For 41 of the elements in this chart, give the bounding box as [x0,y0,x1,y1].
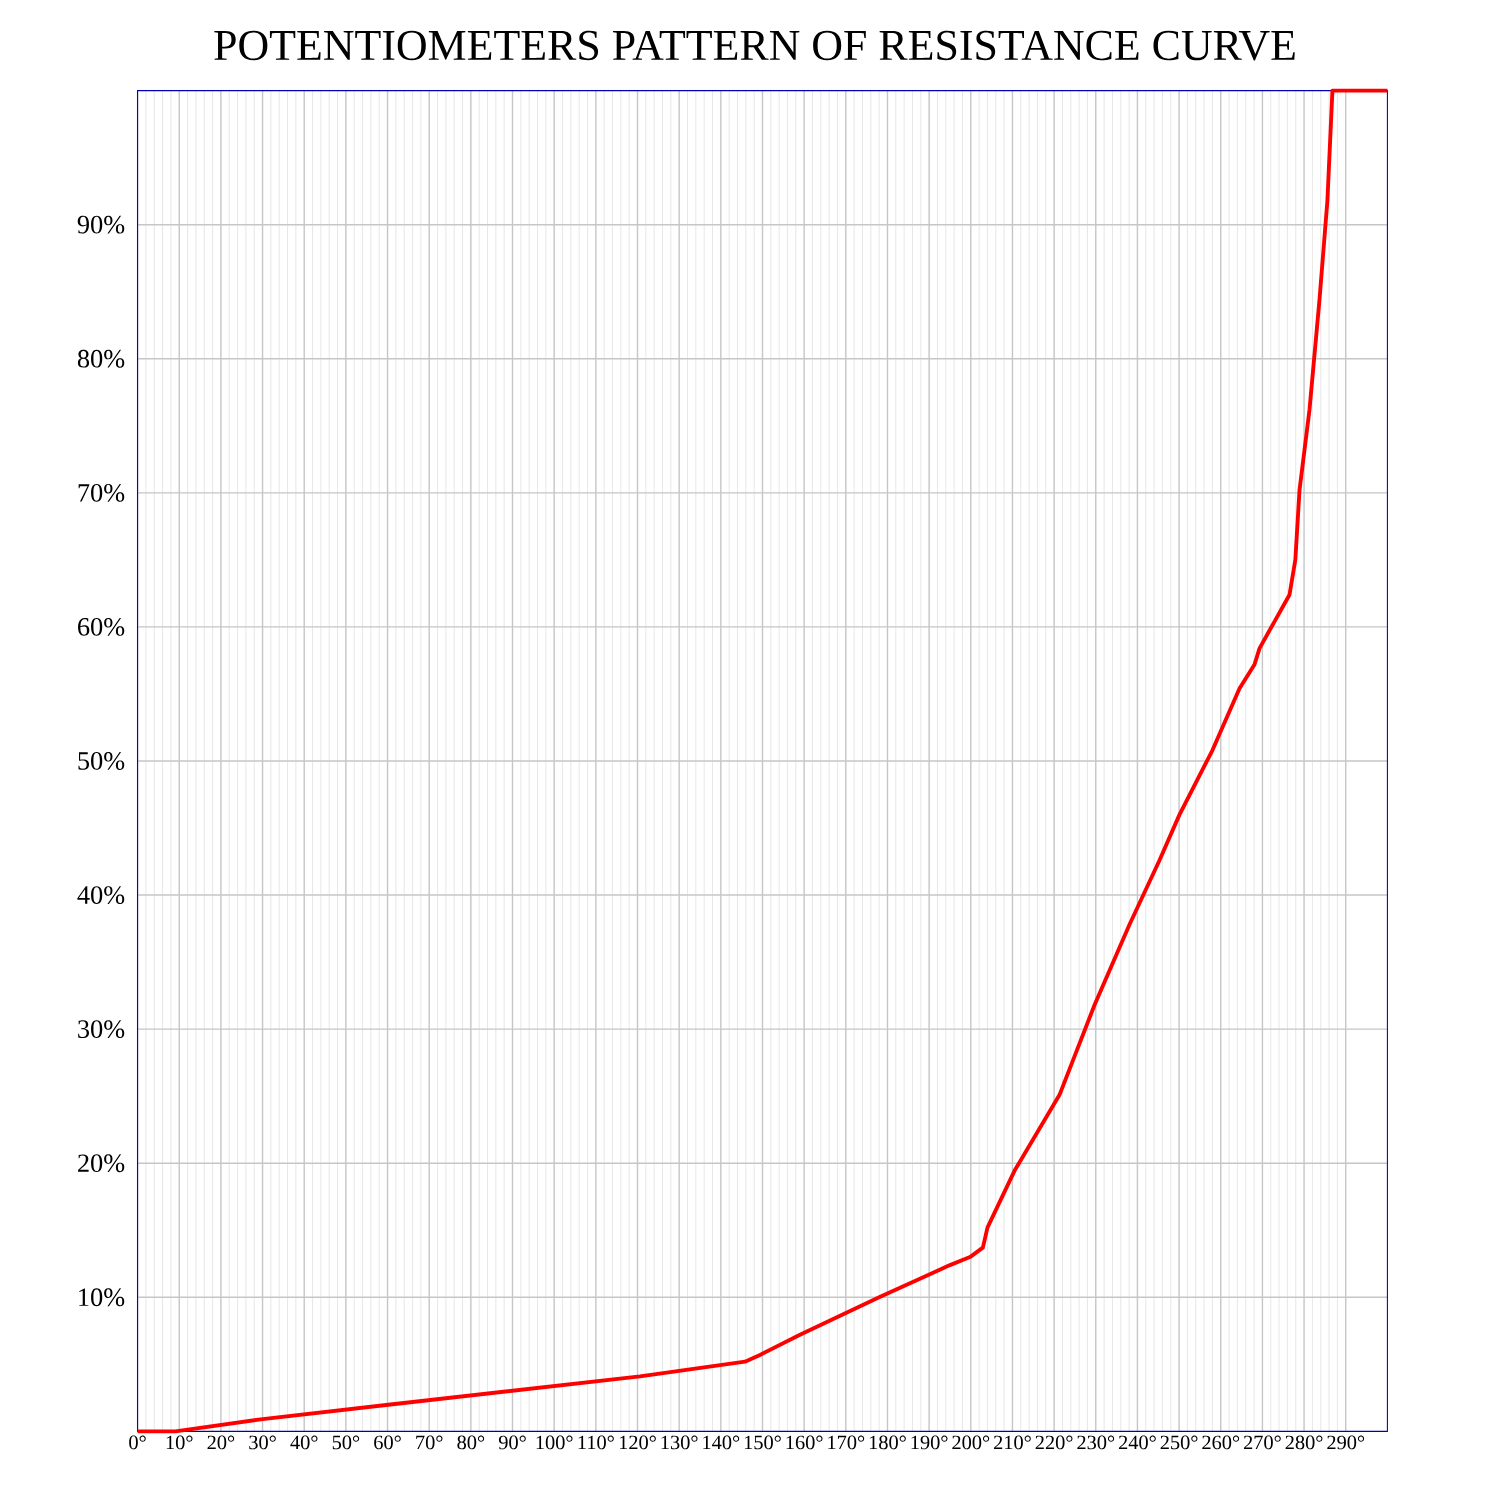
chart-title: POTENTIOMETERS PATTERN OF RESISTANCE CURVE [214,30,1295,61]
x-tick-label: 250° [1160,1435,1198,1450]
y-tick-label: 10% [79,1288,125,1307]
x-tick-label: 80° [457,1435,485,1450]
x-tick-label: 140° [703,1435,740,1450]
x-tick-label: 190° [911,1435,948,1450]
y-tick-label: 80% [77,349,125,368]
y-tick-label: 20% [78,1154,125,1173]
y-tick-label: 50% [78,752,125,770]
x-tick-label: 0° [129,1435,146,1450]
x-tick-label: 120° [619,1435,656,1450]
x-tick-label: 10° [166,1435,193,1450]
line-series [135,88,1390,1434]
y-tick-label: 30% [78,1020,125,1039]
x-tick-label: 280° [1285,1435,1323,1450]
x-tick-label: 200° [952,1435,990,1450]
y-tick-label: 70% [78,483,125,502]
x-tick-label: 180° [869,1435,906,1450]
x-tick-label: 60° [374,1435,401,1450]
x-tick-label: 220° [1035,1435,1073,1450]
x-tick-label: 170° [828,1435,865,1450]
x-tick-label: 100° [536,1435,573,1450]
x-tick-label: 230° [1077,1435,1115,1450]
x-tick-label: 150° [744,1435,781,1450]
x-tick-label: 40° [290,1435,318,1450]
x-tick-label: 130° [661,1435,698,1450]
y-tick-label: 60% [78,617,125,636]
x-tick-label: 270° [1243,1435,1281,1450]
x-tick-label: 70° [416,1435,443,1450]
x-tick-label: 210° [993,1435,1031,1450]
y-tick-label: 40% [77,886,125,904]
y-tick-label: 90% [77,215,125,234]
x-tick-label: 290° [1327,1435,1365,1450]
x-tick-label: 240° [1118,1435,1156,1450]
x-tick-label: 30° [249,1435,276,1450]
x-tick-label: 260° [1202,1435,1240,1450]
x-tick-label: 50° [332,1435,360,1450]
x-tick-label: 90° [498,1435,526,1450]
x-tick-label: 110° [578,1435,614,1450]
x-tick-label: 20° [207,1435,235,1450]
x-tick-label: 160° [786,1435,823,1450]
